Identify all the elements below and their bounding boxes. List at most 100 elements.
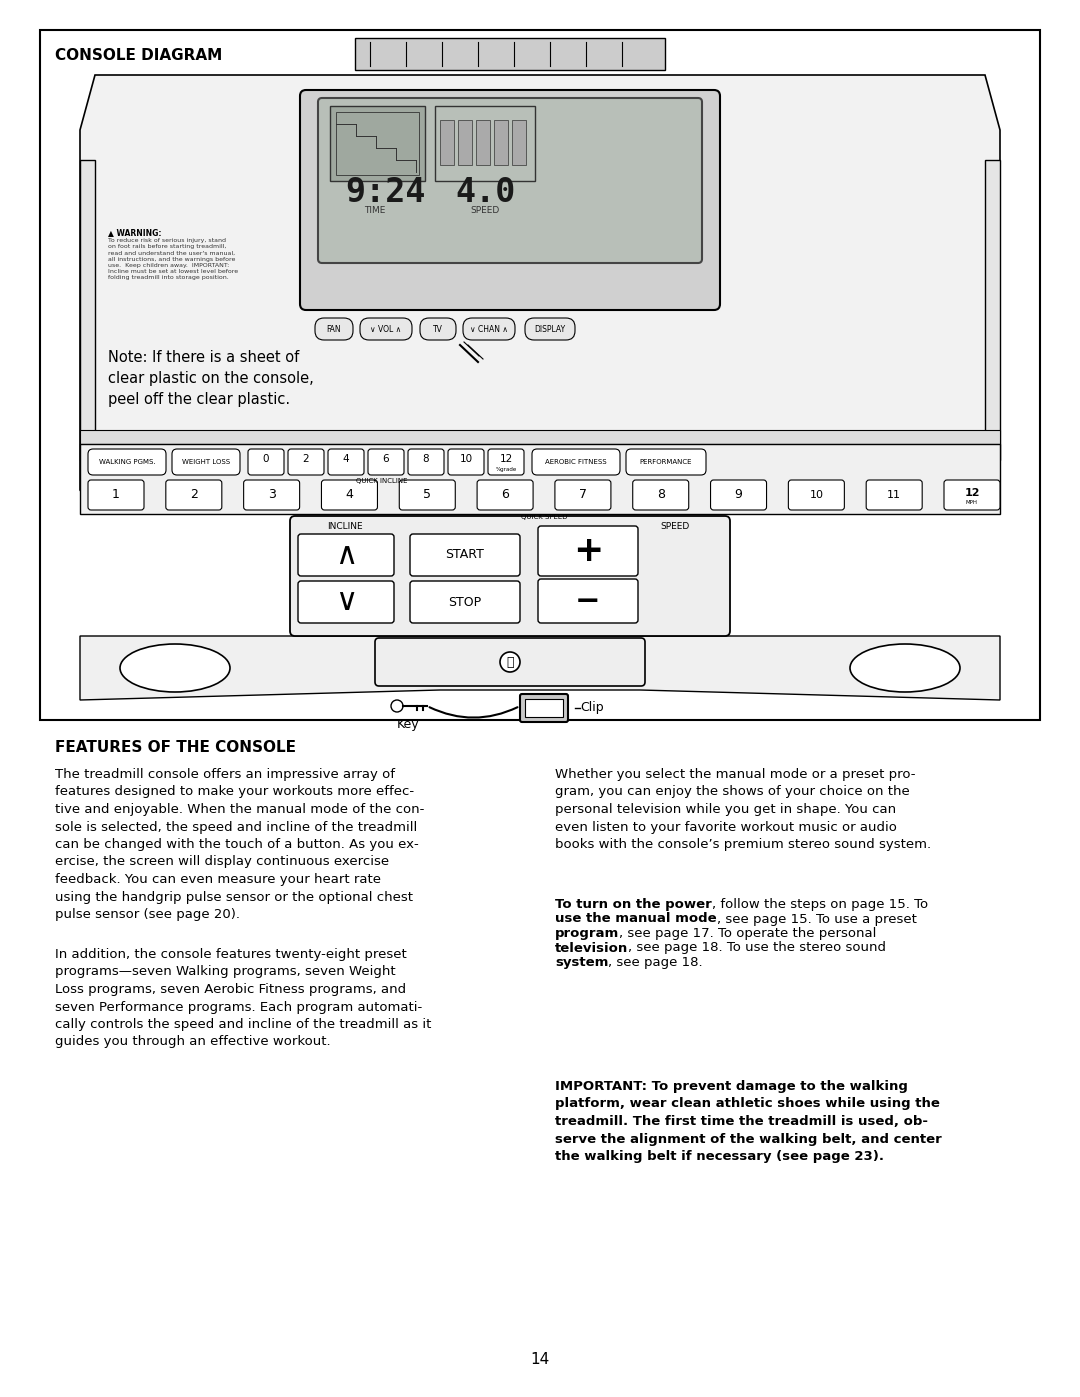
FancyBboxPatch shape — [300, 89, 720, 310]
Text: 0: 0 — [262, 454, 269, 464]
Polygon shape — [80, 75, 1000, 510]
FancyBboxPatch shape — [328, 448, 364, 475]
Text: FEATURES OF THE CONSOLE: FEATURES OF THE CONSOLE — [55, 740, 296, 754]
Text: 3: 3 — [268, 489, 275, 502]
Text: ∨: ∨ — [335, 588, 357, 616]
FancyBboxPatch shape — [525, 319, 575, 339]
Text: 5: 5 — [423, 489, 431, 502]
FancyBboxPatch shape — [87, 481, 144, 510]
Text: The treadmill console offers an impressive array of
features designed to make yo: The treadmill console offers an impressi… — [55, 768, 424, 921]
FancyBboxPatch shape — [944, 481, 1000, 510]
Text: 8: 8 — [657, 489, 664, 502]
FancyBboxPatch shape — [538, 578, 638, 623]
Text: ∨ CHAN ∧: ∨ CHAN ∧ — [470, 324, 508, 334]
FancyBboxPatch shape — [519, 694, 568, 722]
Text: , follow the steps on page 15. To: , follow the steps on page 15. To — [712, 898, 928, 911]
Bar — [458, 120, 472, 165]
Bar — [525, 698, 563, 717]
FancyBboxPatch shape — [626, 448, 706, 475]
Text: program: program — [555, 928, 619, 940]
Text: ⏻: ⏻ — [507, 655, 514, 669]
FancyBboxPatch shape — [477, 481, 534, 510]
Text: television: television — [555, 942, 629, 954]
Text: INCLINE: INCLINE — [327, 522, 363, 531]
FancyBboxPatch shape — [87, 448, 166, 475]
FancyBboxPatch shape — [318, 98, 702, 263]
Text: 1: 1 — [112, 489, 120, 502]
FancyBboxPatch shape — [288, 448, 324, 475]
Text: 10: 10 — [809, 490, 823, 500]
Bar — [336, 112, 419, 175]
Text: %grade: %grade — [496, 467, 516, 472]
Bar — [512, 120, 526, 165]
FancyBboxPatch shape — [368, 448, 404, 475]
Text: SPEED: SPEED — [660, 522, 690, 531]
Bar — [355, 38, 665, 70]
Text: Clip: Clip — [580, 701, 604, 714]
Text: 9:24: 9:24 — [345, 176, 426, 208]
Text: 14: 14 — [530, 1352, 550, 1368]
Bar — [40, 29, 1040, 719]
Text: 9: 9 — [734, 489, 742, 502]
Circle shape — [391, 700, 403, 712]
Text: Note: If there is a sheet of
clear plastic on the console,
peel off the clear pl: Note: If there is a sheet of clear plast… — [108, 351, 314, 407]
Text: QUICK INCLINE: QUICK INCLINE — [356, 478, 408, 483]
Bar — [476, 120, 490, 165]
Text: 12: 12 — [964, 488, 980, 497]
Text: CONSOLE DIAGRAM: CONSOLE DIAGRAM — [55, 47, 222, 63]
FancyBboxPatch shape — [788, 481, 845, 510]
Text: IMPORTANT: To prevent damage to the walking
platform, wear clean athletic shoes : IMPORTANT: To prevent damage to the walk… — [555, 1080, 942, 1162]
Text: system: system — [555, 956, 608, 970]
FancyBboxPatch shape — [375, 638, 645, 686]
FancyBboxPatch shape — [410, 534, 519, 576]
Text: 11: 11 — [887, 490, 901, 500]
FancyBboxPatch shape — [488, 448, 524, 475]
Ellipse shape — [120, 644, 230, 692]
FancyBboxPatch shape — [420, 319, 456, 339]
Text: ∨ VOL ∧: ∨ VOL ∧ — [370, 324, 402, 334]
Text: 6: 6 — [382, 454, 389, 464]
Text: , see page 18.: , see page 18. — [608, 956, 703, 970]
FancyBboxPatch shape — [555, 481, 611, 510]
Text: FAN: FAN — [326, 324, 341, 334]
Circle shape — [500, 652, 519, 672]
Text: TV: TV — [433, 324, 443, 334]
Text: WEIGHT LOSS: WEIGHT LOSS — [181, 460, 230, 465]
FancyBboxPatch shape — [166, 481, 221, 510]
Ellipse shape — [850, 644, 960, 692]
Text: DISPLAY: DISPLAY — [535, 324, 566, 334]
Text: Key: Key — [397, 718, 420, 731]
Polygon shape — [80, 636, 1000, 700]
FancyBboxPatch shape — [172, 448, 240, 475]
Text: TIME: TIME — [364, 205, 386, 215]
Bar — [494, 120, 508, 165]
Text: −: − — [576, 587, 600, 616]
FancyBboxPatch shape — [298, 534, 394, 576]
Polygon shape — [985, 161, 1000, 460]
Text: 4.0: 4.0 — [455, 176, 515, 208]
FancyBboxPatch shape — [866, 481, 922, 510]
Polygon shape — [80, 161, 95, 460]
Text: To turn on the power: To turn on the power — [555, 898, 712, 911]
Bar — [80, 430, 1000, 444]
FancyBboxPatch shape — [410, 581, 519, 623]
Text: 7: 7 — [579, 489, 586, 502]
Text: 2: 2 — [302, 454, 309, 464]
Text: PERFORMANCE: PERFORMANCE — [639, 460, 692, 465]
Text: ▲ WARNING:: ▲ WARNING: — [108, 228, 162, 237]
Text: 12: 12 — [499, 454, 513, 464]
Bar — [440, 120, 454, 165]
Text: 6: 6 — [501, 489, 509, 502]
FancyBboxPatch shape — [315, 319, 353, 339]
Bar — [330, 106, 426, 182]
Text: 10: 10 — [459, 454, 473, 464]
FancyBboxPatch shape — [408, 448, 444, 475]
Text: , see page 18. To use the stereo sound: , see page 18. To use the stereo sound — [629, 942, 887, 954]
Text: 4: 4 — [342, 454, 349, 464]
Text: SPEED: SPEED — [471, 205, 500, 215]
Bar — [435, 106, 535, 182]
FancyBboxPatch shape — [248, 448, 284, 475]
FancyBboxPatch shape — [400, 481, 456, 510]
Text: AEROBIC FITNESS: AEROBIC FITNESS — [545, 460, 607, 465]
Text: +: + — [572, 534, 604, 569]
